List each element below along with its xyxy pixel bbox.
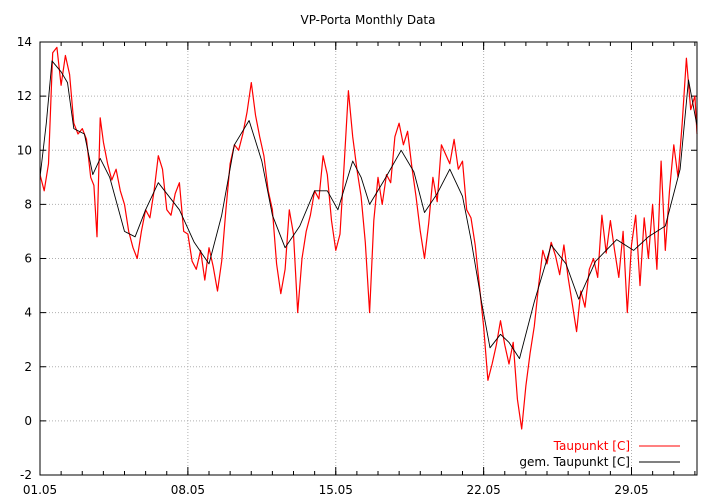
y-tick-label: -2: [20, 468, 32, 482]
series-taupunkt-line: [39, 46, 698, 430]
grid: [40, 42, 697, 475]
series-layer: [39, 46, 698, 430]
y-tick-label: 4: [24, 306, 32, 320]
x-tick-label: 15.05: [319, 483, 353, 497]
y-tick-label: 10: [17, 143, 32, 157]
chart-title: VP-Porta Monthly Data: [301, 13, 436, 27]
x-tick-label: 22.05: [466, 483, 500, 497]
x-tick-label: 29.05: [614, 483, 648, 497]
y-tick-label: 12: [17, 89, 32, 103]
x-tick-label: 01.05: [23, 483, 57, 497]
y-tick-label: 14: [17, 35, 32, 49]
x-tick-label: 08.05: [171, 483, 205, 497]
legend: Taupunkt [C] gem. Taupunkt [C]: [519, 439, 680, 469]
y-tick-label: 6: [24, 252, 32, 266]
legend-label-gem-taupunkt: gem. Taupunkt [C]: [519, 455, 630, 469]
y-tick-label: 8: [24, 197, 32, 211]
plot-border: [39, 41, 698, 476]
ticks: -2 0 2 4 6 8 10 12 14 01.05 08.05 15.05 22.05 29.05: [17, 35, 697, 497]
legend-label-taupunkt: Taupunkt [C]: [553, 439, 630, 453]
y-tick-label: 2: [24, 360, 32, 374]
series-gem-taupunkt-line: [39, 60, 698, 360]
y-tick-label: 0: [24, 414, 32, 428]
